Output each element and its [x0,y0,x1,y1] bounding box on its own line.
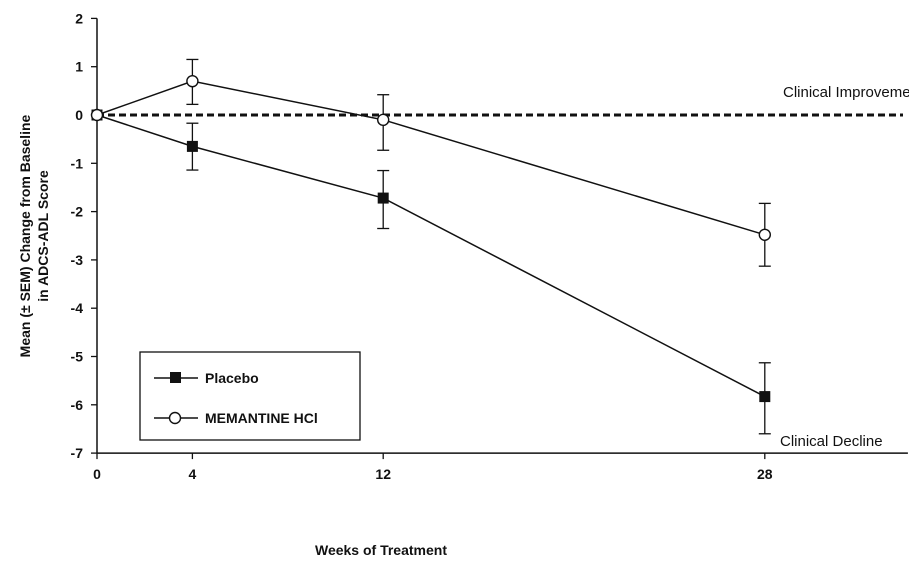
y-tick-label: -4 [71,300,84,316]
legend: Placebo MEMANTINE HCl [139,351,361,441]
y-axis-label-line2: in ADCS-ADL Score [35,170,51,302]
y-tick-label: 1 [75,59,83,75]
legend-label-memantine: MEMANTINE HCl [205,410,318,426]
data-point-placebo [377,192,389,204]
y-tick-label: 2 [75,10,83,26]
legend-marker-placebo [170,372,181,383]
y-tick-label: -1 [71,155,84,171]
x-axis-label: Weeks of Treatment [315,542,447,558]
annotation-improvement: Clinical Improvement [783,84,909,101]
series-line-1 [96,80,766,236]
y-tick-label: -2 [71,204,84,220]
x-tick-label: 12 [375,466,391,482]
chart-marks [90,58,903,435]
legend-marker-memantine [168,411,182,425]
y-tick-label: 0 [75,107,83,123]
x-tick-label: 0 [93,466,101,482]
legend-box [139,351,361,441]
data-point-memantine [186,74,199,88]
y-tick-label: -3 [71,252,84,268]
data-point-placebo [186,140,198,152]
data-point-memantine [377,113,390,127]
x-tick-label: 4 [189,466,197,482]
y-tick-label: -7 [71,445,84,461]
axes: 2 1 0 -1 -2 -3 -4 -5 -6 -7 0 4 12 28 [71,10,908,482]
annotation-decline: Clinical Decline [780,433,883,450]
y-tick-label: -5 [71,349,84,365]
data-point-placebo [759,391,771,403]
data-point-memantine [90,108,104,122]
y-axis-label-line1: Mean (± SEM) Change from Baseline [17,114,33,357]
series-line-0 [96,114,766,398]
y-tick-label: -6 [71,397,84,413]
legend-label-placebo: Placebo [205,370,259,386]
data-point-memantine [758,228,771,241]
x-tick-label: 28 [757,466,773,482]
